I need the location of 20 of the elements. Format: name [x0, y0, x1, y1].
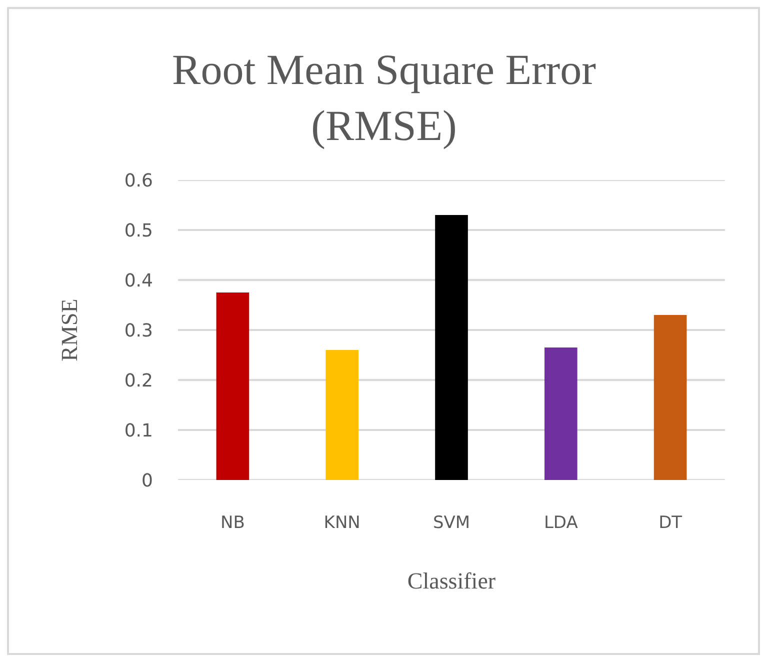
x-tick-label: DT: [658, 513, 683, 533]
bar: [654, 315, 687, 480]
x-tick-label: KNN: [324, 513, 360, 533]
y-tick-label: 0.4: [124, 270, 153, 292]
y-tick-label: 0: [142, 470, 153, 492]
y-tick-label: 0.3: [124, 320, 153, 342]
y-axis-title: RMSE: [56, 298, 82, 362]
y-tick-label: 0.6: [124, 170, 153, 192]
y-tick-label: 0.2: [124, 370, 153, 392]
bar: [216, 292, 250, 480]
y-tick-label: 0.1: [124, 420, 153, 442]
x-axis-title: Classifier: [407, 568, 496, 594]
x-tick-label: SVM: [432, 513, 470, 533]
x-tick-label: NB: [220, 513, 245, 533]
y-tick-label: 0.5: [124, 220, 153, 242]
x-tick-label: LDA: [544, 513, 578, 533]
bar: [326, 350, 359, 480]
bar: [544, 348, 578, 480]
chart-title: Root Mean Square Error (RMSE): [172, 47, 596, 150]
bar: [435, 215, 468, 480]
